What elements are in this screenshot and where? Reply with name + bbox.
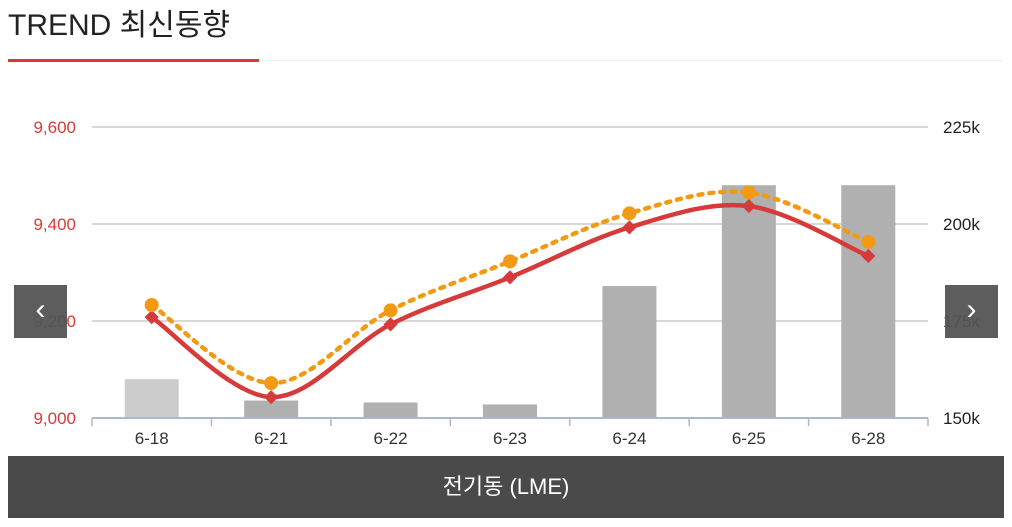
y-right-tick-label: 225k (943, 118, 980, 137)
bar-series (124, 185, 896, 418)
x-tick-label: 6-28 (851, 429, 885, 448)
bar (483, 404, 537, 418)
line-point (144, 310, 159, 325)
bar (244, 400, 299, 418)
title-divider (259, 60, 1003, 61)
x-tick-label: 6-22 (374, 429, 408, 448)
line-point (383, 303, 398, 318)
x-tick-label: 6-21 (254, 429, 288, 448)
y-left-tick-label: 9,600 (33, 118, 76, 137)
x-tick-label: 6-24 (612, 429, 646, 448)
next-button[interactable]: › (945, 285, 998, 338)
axes: 9,0009,2009,4009,600150k175k200k225k6-18… (33, 118, 980, 448)
chevron-left-icon: ‹ (35, 293, 46, 326)
line-point (144, 297, 159, 312)
line-point (622, 220, 637, 235)
line-point (502, 270, 518, 285)
line-point (741, 185, 756, 200)
bar (602, 286, 657, 418)
y-left-tick-label: 9,400 (33, 215, 76, 234)
title-underline (8, 59, 259, 62)
prev-button[interactable]: ‹ (14, 285, 67, 338)
x-tick-label: 6-23 (493, 429, 527, 448)
y-right-tick-label: 150k (943, 409, 980, 428)
line-point (861, 234, 876, 249)
line-point (622, 206, 637, 221)
chevron-right-icon: › (966, 293, 977, 326)
x-tick-label: 6-25 (732, 429, 766, 448)
x-tick-label: 6-18 (135, 429, 169, 448)
line-point (503, 254, 517, 269)
line-point (264, 376, 279, 391)
page-title: TREND 최신동향 (8, 9, 231, 42)
y-left-tick-label: 9,000 (33, 409, 76, 428)
line-series (144, 185, 876, 405)
commodity-label: 전기동 (LME) (442, 474, 570, 499)
grid-lines (92, 126, 928, 322)
line-point (383, 317, 398, 332)
line-point (264, 390, 279, 405)
bar (841, 185, 896, 418)
bar (721, 185, 776, 418)
bar (363, 402, 418, 418)
commodity-label-bar: 전기동 (LME) (8, 456, 1004, 518)
bar (124, 379, 179, 418)
line-point (741, 198, 756, 214)
y-right-tick-label: 200k (943, 215, 980, 234)
line-point (861, 248, 876, 264)
